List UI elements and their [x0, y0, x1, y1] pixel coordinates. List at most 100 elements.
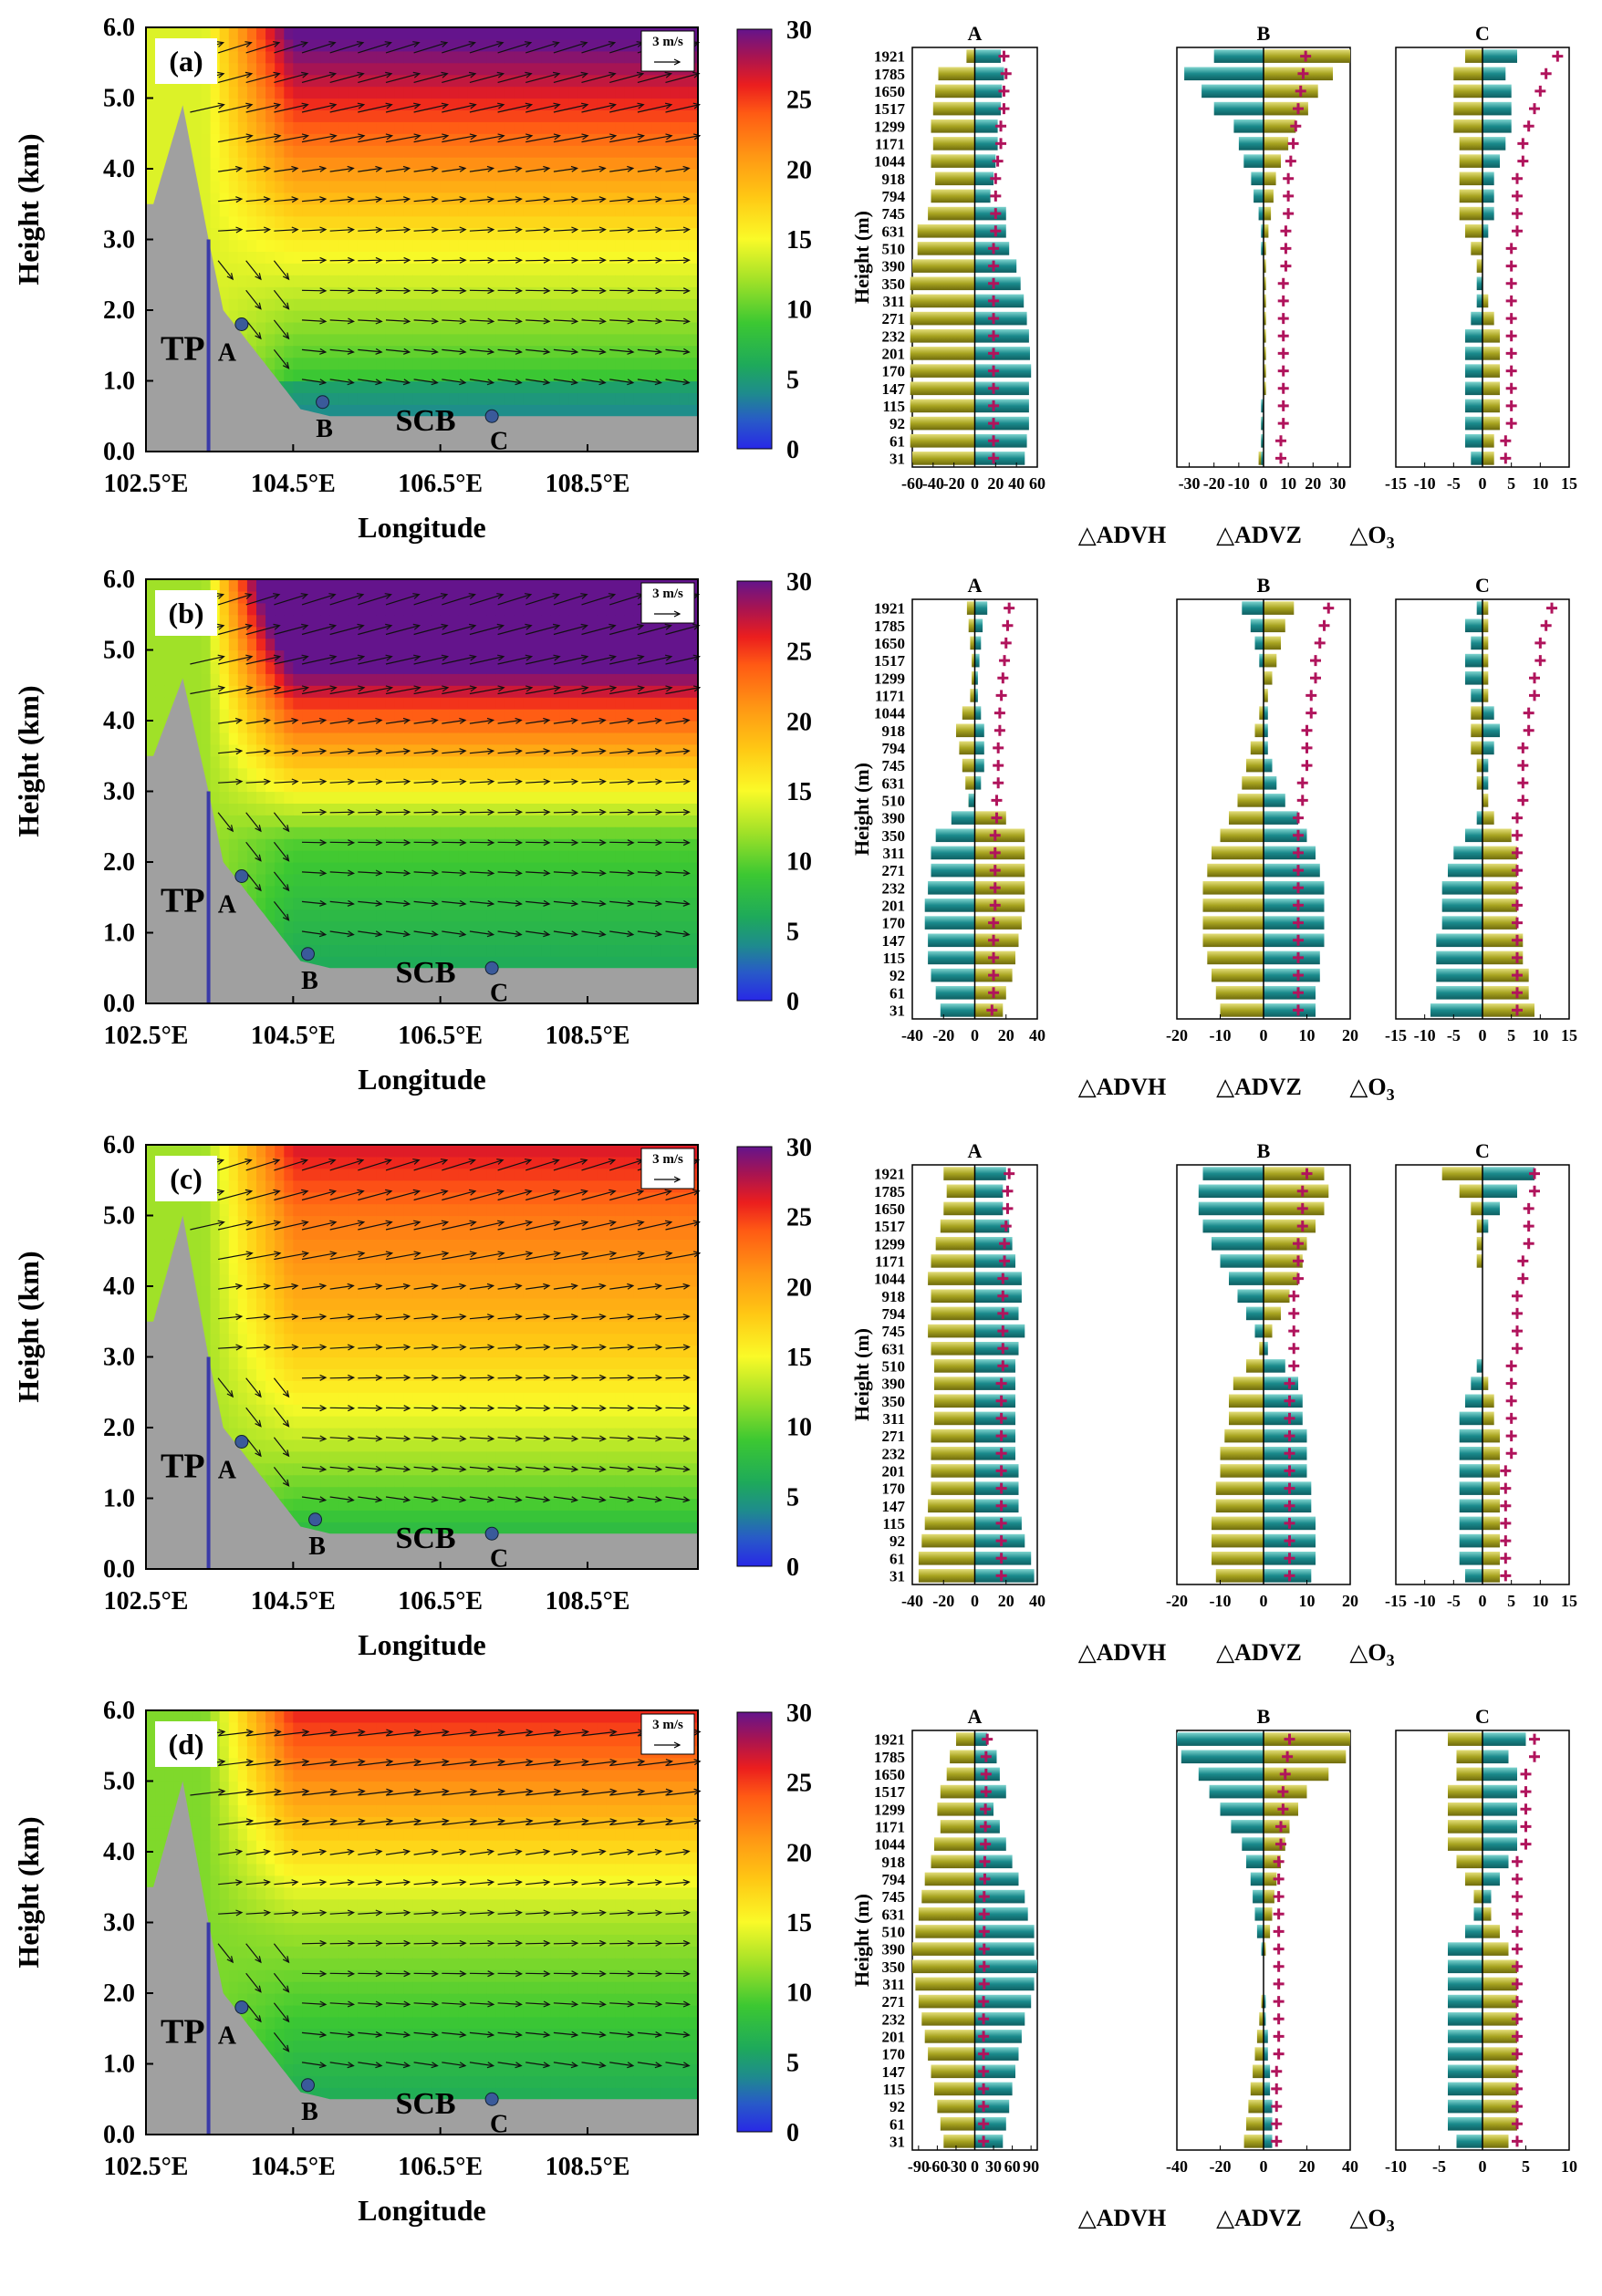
heatmap-cell — [458, 286, 469, 299]
wind-arrow-head — [357, 102, 366, 109]
heatmap-cell — [495, 298, 505, 311]
heatmap-cell — [284, 579, 294, 592]
heatmap-cell — [228, 98, 239, 110]
heatmap-cell — [412, 27, 423, 40]
heatmap-cell — [514, 239, 524, 252]
heatmap-cell — [329, 145, 340, 158]
heatmap-cell — [477, 109, 487, 122]
heatmap-cell — [624, 310, 634, 323]
heatmap-cell — [550, 767, 561, 781]
heatmap-cell — [505, 157, 515, 170]
heatmap-cell — [293, 74, 303, 88]
heatmap-cell — [440, 838, 451, 851]
heatmap-cell — [173, 661, 183, 674]
profile-ytick-label: 61 — [889, 432, 905, 450]
heatmap-cell — [661, 145, 671, 158]
heatmap-cell — [523, 62, 534, 76]
heatmap-cell — [293, 873, 303, 887]
heatmap-cell — [523, 803, 534, 816]
heatmap-cell — [679, 203, 690, 217]
heatmap-cell — [421, 239, 432, 252]
wind-arrow — [413, 135, 449, 143]
heatmap-cell — [412, 815, 423, 827]
heatmap-cell — [275, 169, 285, 182]
heatmap-cell — [550, 626, 561, 639]
o3-marker — [990, 190, 1002, 202]
heatmap-cell — [385, 192, 395, 205]
heatmap-cell — [311, 579, 322, 592]
heatmap-cell — [615, 932, 625, 945]
advz-bar — [912, 452, 975, 465]
heatmap-cell — [329, 602, 340, 616]
heatmap-cell — [588, 909, 598, 922]
heatmap-cell — [458, 74, 469, 88]
heatmap-cell — [284, 932, 294, 945]
heatmap-cell — [661, 732, 671, 745]
heatmap-cell — [597, 239, 607, 252]
heatmap-cell — [588, 673, 598, 686]
heatmap-cell — [642, 661, 653, 674]
heatmap-cell — [311, 286, 322, 299]
heatmap-cell — [633, 838, 644, 851]
heatmap-cell — [394, 345, 404, 358]
heatmap-cell — [642, 180, 653, 193]
heatmap-cell — [495, 673, 505, 686]
heatmap-cell — [550, 50, 561, 64]
wind-arrow-head — [570, 379, 578, 386]
heatmap-cell — [302, 909, 313, 922]
heatmap-cell — [588, 333, 598, 347]
heatmap-cell — [302, 321, 313, 335]
advh-bar — [974, 84, 1003, 99]
heatmap-cell — [338, 638, 349, 651]
heatmap-cell — [541, 145, 552, 158]
wind-arrow-head — [235, 226, 244, 234]
heatmap-cell — [329, 321, 340, 335]
terrain — [146, 105, 698, 452]
heatmap-cell — [385, 815, 395, 827]
heatmap-cell — [633, 239, 644, 252]
heatmap-cell — [394, 721, 404, 733]
heatmap-cell — [458, 310, 469, 323]
heatmap-cell — [329, 850, 340, 863]
profile-xtick-label: 0 — [1260, 474, 1268, 493]
heatmap-cell — [311, 86, 322, 99]
heatmap-cell — [302, 157, 313, 170]
heatmap-cell — [201, 721, 212, 733]
heatmap-cell — [256, 721, 266, 733]
heatmap-cell — [642, 345, 653, 358]
heatmap-cell — [606, 62, 616, 76]
heatmap-cell — [670, 227, 681, 241]
wind-arrow — [553, 198, 577, 203]
heatmap-cell — [523, 392, 534, 405]
wind-arrow — [442, 73, 476, 83]
heatmap-cell — [532, 157, 543, 170]
heatmap-cell — [550, 920, 561, 934]
heatmap-cell — [615, 803, 625, 816]
heatmap-cell — [477, 709, 487, 722]
heatmap-cell — [338, 815, 349, 827]
heatmap-cell — [302, 180, 313, 193]
heatmap-cell — [412, 885, 423, 899]
wind-arrow — [553, 348, 577, 353]
heatmap-cell — [338, 404, 349, 417]
heatmap-cell — [495, 920, 505, 934]
heatmap-cell — [688, 286, 699, 299]
heatmap-cell — [514, 920, 524, 934]
heatmap-cell — [348, 803, 359, 816]
advh-bar — [1482, 84, 1512, 99]
heatmap-cell — [467, 38, 478, 52]
heatmap-cell — [495, 732, 505, 745]
heatmap-cell — [532, 145, 543, 158]
heatmap-cell — [541, 286, 552, 299]
heatmap-cell — [228, 850, 239, 863]
heatmap-cell — [284, 180, 294, 193]
heatmap-cell — [228, 50, 239, 64]
heatmap-cell — [320, 721, 331, 733]
heatmap-cell — [348, 404, 359, 417]
heatmap-cell — [679, 263, 690, 275]
heatmap-cell — [311, 885, 322, 899]
advh-bar — [1213, 101, 1264, 116]
heatmap-cell — [302, 779, 313, 793]
heatmap-cell — [486, 909, 496, 922]
heatmap-cell — [412, 145, 423, 158]
